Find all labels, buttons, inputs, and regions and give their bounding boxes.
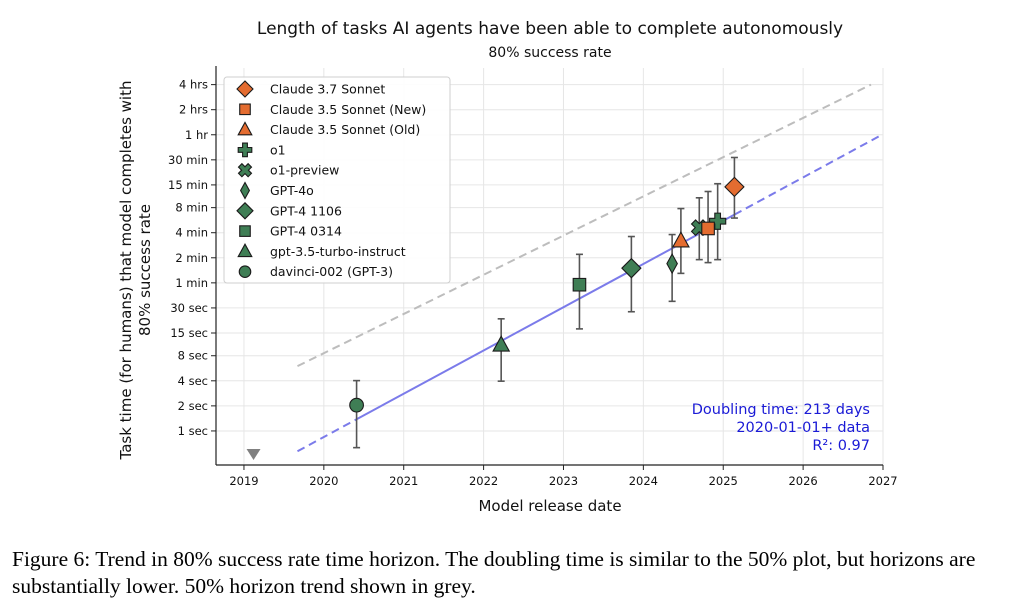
y-tick-label: 8 sec xyxy=(178,349,208,363)
data-markers xyxy=(246,176,745,460)
data-point-claude-3-7-sonnet xyxy=(724,176,745,198)
trend-line-80-dashed-start xyxy=(297,418,358,453)
annotation-line-2: 2020-01-01+ data xyxy=(736,420,870,436)
legend-marker xyxy=(237,162,253,178)
x-tick-labels: 2019 2020 2021 2022 2023 2024 2025 2026 2027 xyxy=(229,474,897,488)
x-tick-label: 2026 xyxy=(788,474,817,488)
x-tick-label: 2027 xyxy=(868,474,897,488)
trend-chart: Length of tasks AI agents have been able… xyxy=(117,19,898,515)
legend: Claude 3.7 Sonnet Claude 3.5 Sonnet (New)… xyxy=(223,76,451,284)
below-range-marker xyxy=(246,449,261,460)
legend-marker xyxy=(237,243,253,258)
x-axis-label: Model release date xyxy=(478,497,621,515)
y-tick-label: 2 hrs xyxy=(179,103,208,117)
trend-line-80-dashed-end xyxy=(733,133,884,216)
annotation-line-1: Doubling time: 213 days xyxy=(692,402,870,418)
chart-title: Length of tasks AI agents have been able… xyxy=(257,19,843,39)
legend-label: o1 xyxy=(270,142,286,157)
x-tick-label: 2022 xyxy=(469,474,498,488)
y-tick-label: 1 hr xyxy=(185,128,208,142)
legend-marker xyxy=(238,265,252,279)
data-point-claude-3-5-sonnet-new xyxy=(701,221,715,236)
data-point-gpt-4-1106 xyxy=(621,257,642,279)
trend-line-50-percent xyxy=(297,83,872,368)
y-tick-label: 15 min xyxy=(168,178,208,192)
y-tick-label: 4 hrs xyxy=(179,78,208,92)
y-tick-label: 4 min xyxy=(175,226,208,240)
y-tick-labels: 1 sec 2 sec 4 sec 8 sec 15 sec 30 sec 1 min 2 m… xyxy=(168,78,208,438)
axes xyxy=(211,66,884,470)
x-tick-label: 2024 xyxy=(629,474,658,488)
figure-caption: Figure 6: Trend in 80% success rate time… xyxy=(12,547,976,598)
legend-label: Claude 3.5 Sonnet (Old) xyxy=(270,122,420,137)
trend-annotation: Doubling time: 213 days 2020-01-01+ data… xyxy=(692,402,870,454)
data-point-gpt-4-0314 xyxy=(572,277,587,292)
y-tick-label: 30 sec xyxy=(170,301,208,315)
y-tick-label: 1 sec xyxy=(178,424,208,438)
y-tick-label: 2 sec xyxy=(178,399,208,413)
data-point-claude-3-5-sonnet-old xyxy=(671,231,690,248)
legend-label: Claude 3.5 Sonnet (New) xyxy=(270,102,426,117)
x-tick-label: 2023 xyxy=(549,474,578,488)
legend-frame xyxy=(223,76,451,284)
x-tick-label: 2021 xyxy=(389,474,418,488)
legend-label: gpt-3.5-turbo-instruct xyxy=(270,244,406,259)
x-tick-label: 2019 xyxy=(229,474,258,488)
grid xyxy=(216,68,884,465)
data-point-gpt-4o xyxy=(666,253,678,275)
legend-marker xyxy=(239,103,251,116)
y-axis-label-line1: Task time (for humans) that model comple… xyxy=(117,81,135,461)
y-tick-label: 1 min xyxy=(175,276,208,290)
data-point-gpt-3-5-turbo-instruct xyxy=(492,335,511,352)
legend-marker xyxy=(236,202,254,220)
data-point-o1 xyxy=(709,212,727,230)
data-point-davinci-002-gpt-3 xyxy=(349,397,364,413)
y-tick-label: 2 min xyxy=(175,251,208,265)
legend-marker xyxy=(237,121,253,136)
legend-label: GPT-4o xyxy=(270,183,314,198)
legend-label: GPT-4 1106 xyxy=(270,203,342,218)
y-tick-label: 8 min xyxy=(175,201,208,215)
y-tick-label: 30 min xyxy=(168,153,208,167)
legend-marker xyxy=(236,80,254,98)
legend-marker xyxy=(239,181,251,200)
legend-label: GPT-4 0314 xyxy=(270,224,342,239)
legend-label: davinci-002 (GPT-3) xyxy=(270,264,393,279)
legend-marker xyxy=(237,142,253,158)
y-tick-label: 4 sec xyxy=(178,374,208,388)
legend-label: Claude 3.7 Sonnet xyxy=(270,82,385,97)
y-tick-label: 15 sec xyxy=(170,326,208,340)
y-axis-label-line2: 80% success rate xyxy=(136,204,154,336)
legend-marker xyxy=(239,225,251,237)
x-tick-label: 2025 xyxy=(709,474,738,488)
x-tick-label: 2020 xyxy=(309,474,338,488)
chart-subtitle: 80% success rate xyxy=(488,45,611,61)
legend-label: o1-preview xyxy=(270,163,339,178)
annotation-line-3: R²: 0.97 xyxy=(812,438,870,454)
